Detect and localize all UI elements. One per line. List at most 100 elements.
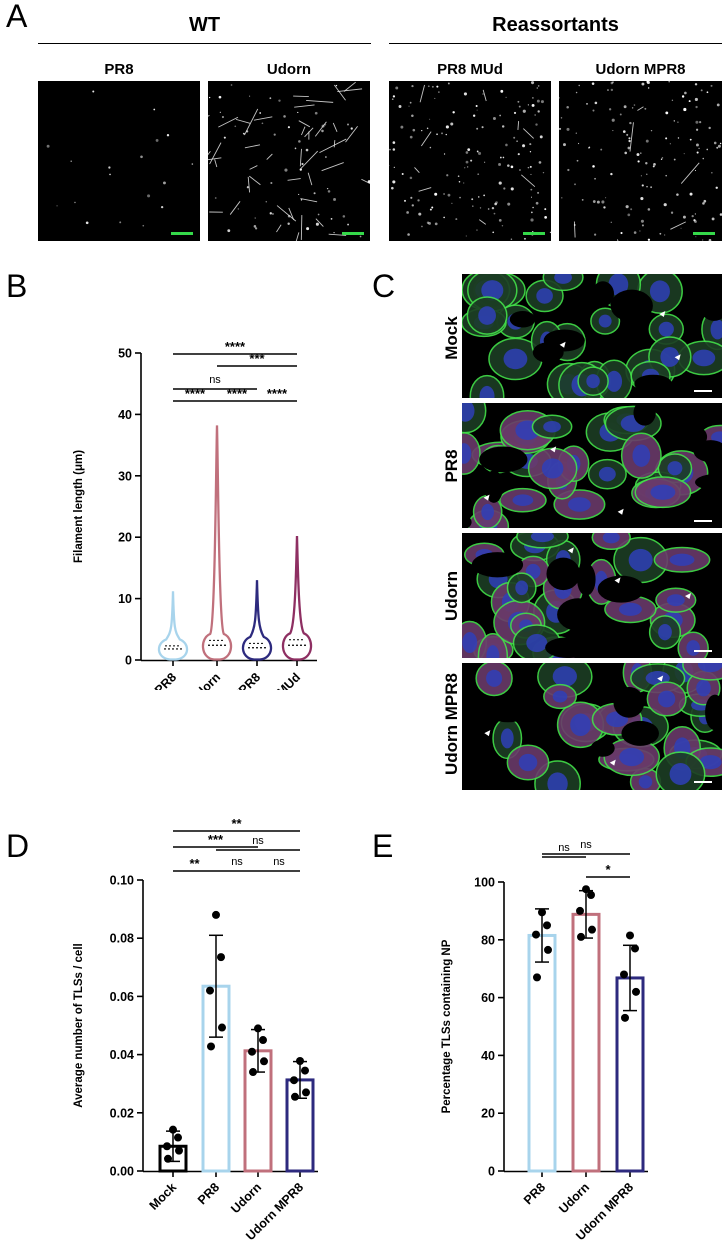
virion-speck bbox=[412, 128, 416, 132]
virion-speck bbox=[321, 129, 324, 133]
scale-bar bbox=[694, 781, 712, 783]
virion-speck bbox=[46, 144, 50, 148]
virion-speck bbox=[409, 176, 413, 180]
virion-speck bbox=[519, 169, 521, 171]
virion-speck bbox=[429, 118, 431, 120]
virion-speck bbox=[314, 111, 318, 115]
confocal-image-pr8 bbox=[462, 403, 722, 528]
cell-nucleus bbox=[649, 280, 670, 303]
virion-speck bbox=[699, 121, 702, 124]
cell-nucleus bbox=[500, 728, 514, 749]
virion-filament bbox=[517, 121, 520, 130]
confocal-image-mock bbox=[462, 274, 722, 398]
arrowhead-icon bbox=[484, 730, 491, 737]
virion-speck bbox=[592, 109, 595, 112]
virion-speck bbox=[452, 111, 455, 114]
virion-speck bbox=[696, 143, 699, 147]
arrowhead-icon bbox=[609, 759, 616, 766]
panel-label-d: D bbox=[6, 828, 30, 864]
violin-shape bbox=[157, 591, 189, 661]
virion-speck bbox=[627, 146, 631, 150]
virion-speck bbox=[327, 190, 331, 193]
virion-speck bbox=[92, 90, 95, 93]
x-tick-label: PR8 bbox=[521, 1180, 548, 1207]
virion-speck bbox=[663, 203, 667, 207]
virion-speck bbox=[283, 115, 286, 118]
virion-speck bbox=[191, 163, 194, 165]
virion-speck bbox=[230, 84, 233, 86]
intercellular-gap bbox=[634, 374, 673, 394]
arrowhead-icon bbox=[483, 494, 490, 501]
data-point bbox=[169, 1125, 177, 1134]
y-tick-label: 0.04 bbox=[110, 1048, 134, 1062]
virion-speck bbox=[445, 125, 449, 129]
virion-speck bbox=[234, 125, 237, 128]
virion-speck bbox=[592, 165, 595, 168]
virion-speck bbox=[347, 223, 350, 226]
cell-nucleus bbox=[503, 348, 528, 370]
virion-speck bbox=[698, 147, 700, 150]
virion-speck bbox=[253, 225, 257, 228]
significance-label: ns bbox=[273, 856, 285, 868]
cell-nucleus bbox=[518, 753, 538, 772]
virion-speck bbox=[647, 208, 651, 211]
virion-speck bbox=[708, 126, 711, 130]
micrograph-pr8-mud-image bbox=[389, 81, 551, 241]
virion-speck bbox=[694, 213, 696, 215]
arrowhead-icon bbox=[567, 547, 574, 554]
arrowhead-icon bbox=[559, 341, 566, 348]
virion-speck bbox=[392, 95, 396, 98]
virion-speck bbox=[532, 206, 534, 209]
virion-filament bbox=[300, 215, 303, 240]
significance-label: ns bbox=[209, 374, 221, 386]
virion-filament bbox=[276, 224, 282, 233]
intercellular-gap bbox=[633, 403, 656, 426]
virion-speck bbox=[297, 111, 299, 114]
intercellular-gap bbox=[577, 563, 596, 596]
virion-speck bbox=[223, 136, 226, 139]
virion-speck bbox=[406, 211, 409, 214]
virion-speck bbox=[395, 86, 399, 90]
virion-speck bbox=[426, 221, 430, 225]
violin-shape bbox=[281, 535, 313, 661]
virion-speck bbox=[549, 231, 551, 234]
virion-speck bbox=[391, 186, 394, 190]
confocal-udorn-mpr8-image bbox=[462, 663, 722, 790]
virion-speck bbox=[459, 196, 461, 199]
data-point bbox=[577, 932, 585, 941]
virion-filament bbox=[253, 116, 273, 121]
virion-filament bbox=[293, 95, 309, 98]
virion-filament bbox=[315, 218, 324, 227]
virion-speck bbox=[465, 151, 469, 154]
cell-nucleus bbox=[650, 484, 676, 500]
virion-speck bbox=[330, 217, 333, 220]
arrowhead-icon bbox=[617, 508, 624, 515]
virion-speck bbox=[706, 148, 709, 151]
virion-speck bbox=[493, 212, 496, 215]
virion-speck bbox=[431, 206, 434, 209]
data-point bbox=[259, 1036, 267, 1045]
virion-speck bbox=[530, 196, 533, 198]
data-point bbox=[217, 953, 225, 962]
virion-speck bbox=[221, 116, 224, 119]
cell-nucleus bbox=[618, 602, 642, 616]
cell-nucleus bbox=[638, 775, 653, 789]
cell-nucleus bbox=[486, 669, 503, 687]
virion-speck bbox=[650, 129, 653, 132]
virion-speck bbox=[483, 194, 486, 197]
virion-speck bbox=[647, 87, 650, 89]
data-point bbox=[207, 1042, 215, 1051]
virion-speck bbox=[428, 221, 431, 225]
cell-nucleus bbox=[699, 755, 722, 770]
virion-speck bbox=[85, 221, 89, 225]
micrograph-pr8-mud bbox=[389, 81, 551, 241]
virion-speck bbox=[326, 188, 329, 190]
virion-speck bbox=[535, 123, 538, 126]
virion-speck bbox=[594, 177, 596, 180]
data-point bbox=[248, 1047, 256, 1056]
virion-filament bbox=[208, 151, 211, 156]
cell-nucleus bbox=[462, 632, 478, 654]
virion-speck bbox=[470, 159, 473, 162]
virion-filament bbox=[249, 165, 258, 170]
virion-filament bbox=[680, 162, 700, 184]
